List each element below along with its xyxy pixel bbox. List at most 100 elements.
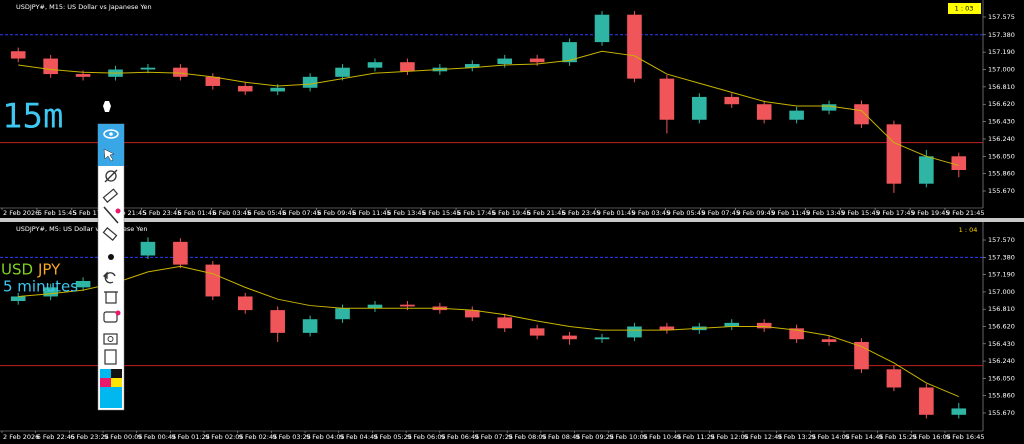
pointer-icon[interactable]	[103, 148, 115, 162]
y-tick-label: 156.430	[988, 340, 1015, 348]
timer-box	[948, 3, 981, 14]
color-magenta[interactable]	[100, 378, 111, 387]
candle-body	[821, 104, 837, 111]
color-blue[interactable]	[100, 387, 122, 408]
candle-body	[367, 62, 383, 68]
candle-body	[594, 14, 610, 43]
candle-body	[400, 304, 415, 307]
candle-body	[789, 328, 804, 340]
indicator-dot	[115, 310, 121, 316]
candle-body	[205, 264, 221, 297]
candle-body	[886, 124, 902, 184]
candle-body	[464, 64, 480, 68]
x-tick-label: 9 Feb 10:05	[609, 433, 648, 441]
candle-body	[335, 67, 350, 77]
y-tick-label: 156.050	[988, 374, 1015, 382]
candle-body	[529, 328, 545, 336]
x-tick-label: 6 Feb 07:45	[282, 209, 321, 217]
x-tick-label: 9 Feb 08:45	[542, 433, 581, 441]
candle-body	[10, 51, 26, 59]
y-tick-label: 156.240	[988, 135, 1015, 143]
candle-body	[627, 14, 642, 79]
x-tick-label: 9 Feb 02:05	[205, 433, 244, 441]
x-tick-label: 9 Feb 07:25	[475, 433, 514, 441]
x-tick-label: 9 Feb 09:25	[576, 433, 615, 441]
candle-body	[302, 76, 318, 88]
x-tick-label: 6 Feb 01:45	[178, 209, 217, 217]
undo-icon[interactable]	[102, 271, 116, 284]
color-black[interactable]	[111, 369, 122, 378]
x-tick-label: 9 Feb 12:05	[710, 433, 749, 441]
annotation: JPY	[37, 261, 61, 279]
candle-body	[789, 110, 804, 120]
y-tick-label: 157.380	[988, 253, 1015, 261]
x-tick-label: 6 Feb 05:45	[247, 209, 286, 217]
candle-body	[724, 322, 740, 327]
no-draw-icon[interactable]	[105, 170, 117, 182]
color-yellow[interactable]	[111, 378, 122, 387]
x-tick-label: 6 Feb 23:45	[562, 209, 601, 217]
candle-body	[335, 308, 350, 320]
candle-body	[205, 76, 221, 86]
x-tick-label: 9 Feb 03:45	[632, 209, 671, 217]
eye-icon[interactable]	[103, 129, 119, 139]
y-tick-label: 155.860	[988, 392, 1015, 400]
candle-body	[140, 67, 156, 70]
x-tick-label: 9 Feb 15:25	[879, 433, 918, 441]
y-tick-label: 157.000	[988, 288, 1015, 296]
clipboard-icon[interactable]	[104, 349, 117, 365]
camera-icon[interactable]	[103, 333, 118, 345]
pen-icon[interactable]	[103, 101, 111, 112]
candle-body	[270, 310, 285, 333]
y-tick-label: 156.240	[988, 357, 1015, 365]
line-tool[interactable]	[103, 206, 119, 224]
candle-body	[562, 42, 577, 63]
candle-body	[43, 58, 58, 75]
x-tick-label: 5 Feb 15:45	[38, 209, 77, 217]
x-tick-label: 9 Feb 09:45	[736, 209, 775, 217]
screen-icon[interactable]	[103, 311, 118, 323]
eraser-icon[interactable]	[102, 188, 119, 204]
candle-body	[627, 326, 642, 338]
y-tick-label: 155.860	[988, 170, 1015, 178]
x-tick-label: 9 Feb 10:45	[643, 433, 682, 441]
x-tick-label: 5 Feb 21:45	[108, 209, 147, 217]
candle-body	[302, 319, 318, 333]
x-tick-label: 2 Feb 2026	[3, 433, 39, 441]
y-tick-label: 157.000	[988, 66, 1015, 74]
marker-tool[interactable]	[102, 226, 118, 242]
chart-title: USDJPY#, M15: US Dollar vs Japanese Yen	[16, 3, 152, 11]
candle-body	[400, 62, 415, 72]
color-cyan[interactable]	[100, 369, 111, 378]
x-tick-label: 9 Feb 14:05	[811, 433, 850, 441]
candle-body	[10, 296, 26, 302]
moving-average	[18, 50, 959, 166]
x-tick-label: 9 Feb 04:05	[306, 433, 345, 441]
x-tick-label: 5 Feb 17:45	[73, 209, 112, 217]
x-tick-label: 6 Feb 19:45	[492, 209, 531, 217]
x-tick-label: 9 Feb 06:05	[407, 433, 446, 441]
toolbar-panel	[97, 123, 125, 411]
y-tick-label: 157.190	[988, 48, 1015, 56]
candle-body	[497, 58, 513, 65]
y-tick-label: 156.430	[988, 118, 1015, 126]
x-tick-label: 6 Feb 22:45	[37, 433, 76, 441]
candle-body	[43, 287, 58, 297]
x-tick-label: 9 Feb 00:45	[138, 433, 177, 441]
x-tick-label: 9 Feb 03:25	[272, 433, 311, 441]
candle-body	[886, 369, 902, 388]
candle-body	[724, 96, 740, 105]
candle-body	[919, 387, 934, 415]
x-tick-label: 9 Feb 13:25	[778, 433, 817, 441]
dot-tool[interactable]	[108, 254, 114, 260]
y-tick-label: 155.670	[988, 187, 1015, 195]
x-tick-label: 9 Feb 21:45	[946, 209, 985, 217]
candle-body	[237, 296, 253, 311]
candle-body	[140, 241, 156, 256]
x-tick-label: 9 Feb 04:45	[340, 433, 379, 441]
x-tick-label: 9 Feb 05:25	[373, 433, 412, 441]
no-draw-slash	[104, 169, 118, 183]
eye-pupil	[109, 132, 113, 136]
